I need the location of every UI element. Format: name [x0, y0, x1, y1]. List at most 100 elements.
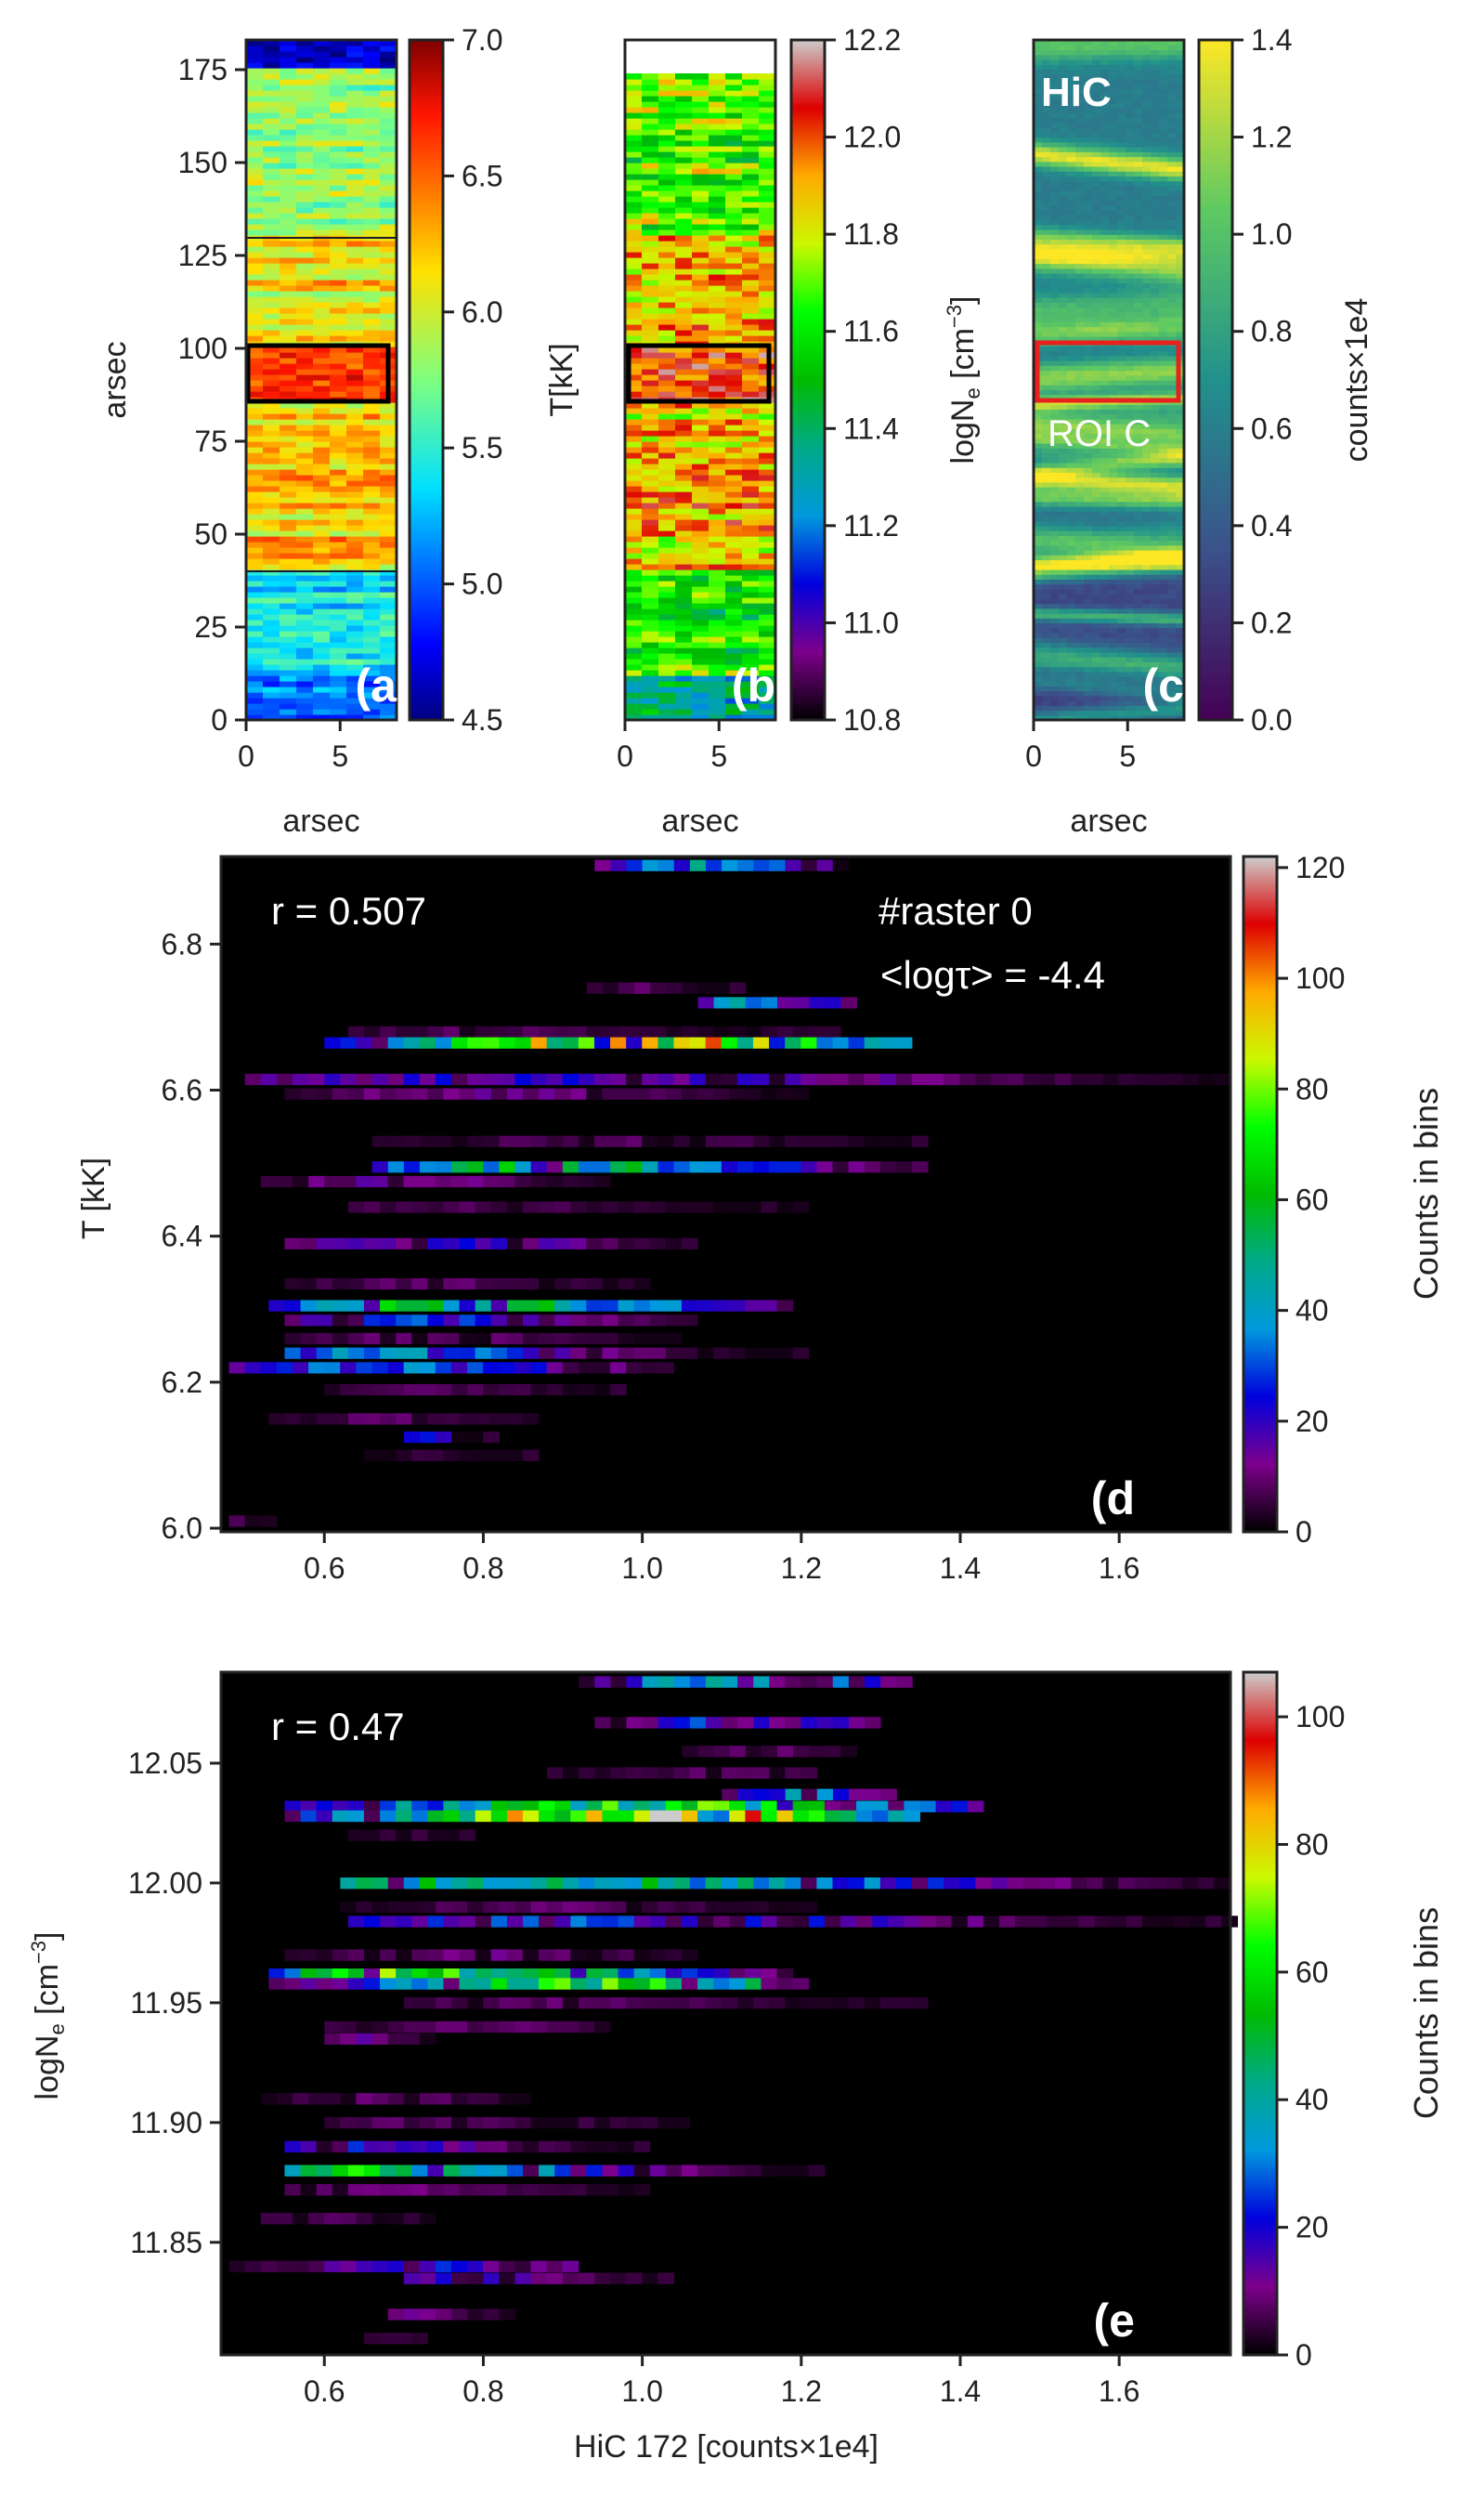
panel-a-pixel: [263, 386, 280, 392]
panel-c-pixel: [1126, 127, 1135, 133]
panel-b-pixel: [742, 302, 760, 308]
panel-c-pixel: [1050, 171, 1060, 177]
panel-c-pixel: [1034, 204, 1043, 211]
panel-c-pixel: [1151, 540, 1160, 546]
panel-c-pixel: [1034, 603, 1043, 609]
d-bin: [633, 1026, 651, 1038]
panel-c-pixel: [1050, 661, 1060, 668]
panel-c-pixel: [1117, 311, 1126, 318]
panel-a-pixel: [246, 698, 264, 704]
panel-a-pixel: [313, 603, 331, 609]
panel-a-pixel: [263, 241, 280, 247]
panel-b-pixel: [642, 653, 659, 660]
panel-b-pixel: [742, 413, 760, 420]
panel-c-pixel: [1042, 671, 1051, 677]
panel-a-pixel: [330, 257, 347, 264]
panel-a-pixel: [296, 503, 314, 509]
panel-c-pixel: [1117, 467, 1126, 473]
panel-b-pixel: [725, 402, 743, 409]
panel-a-pixel: [280, 458, 297, 464]
panel-c-pixel: [1176, 700, 1185, 706]
panel-c-pixel: [1167, 137, 1177, 143]
panel-a-pixel: [263, 497, 280, 504]
panel-c-pixel: [1109, 176, 1118, 182]
d-bin: [736, 1135, 754, 1147]
panel-a-pixel: [330, 285, 347, 292]
d-bin: [816, 1037, 833, 1049]
panel-b-pixel: [658, 241, 676, 247]
panel-b-pixel: [658, 642, 676, 648]
panel-c-pixel: [1176, 714, 1185, 721]
panel-a-pixel: [346, 625, 364, 632]
panel-c-pixel: [1084, 278, 1093, 284]
panel-b-pixel: [658, 202, 676, 208]
panel-b-pixel: [625, 296, 643, 303]
panel-c-pixel: [1034, 297, 1043, 303]
panel-c-pixel: [1134, 346, 1143, 352]
panel-c-pixel: [1067, 428, 1076, 435]
panel-c-pixel: [1092, 559, 1101, 566]
panel-b-pixel: [742, 464, 760, 470]
panel-a-pixel: [380, 85, 397, 91]
panel-a-pixel: [363, 135, 381, 141]
panel-b-pixel: [692, 358, 709, 364]
panel-b-pixel: [692, 597, 709, 604]
panel-c-pixel: [1159, 200, 1168, 206]
panel-b-pixel: [742, 207, 760, 214]
panel-c-pixel: [1176, 78, 1185, 85]
panel-a-pixel: [296, 207, 314, 214]
panel-c-pixel: [1084, 88, 1093, 95]
panel-a-pixel: [313, 268, 331, 275]
panel-a-pixel: [280, 57, 297, 63]
panel-c-pixel: [1117, 93, 1126, 99]
panel-c-pixel: [1109, 385, 1118, 391]
panel-c-pixel: [1151, 657, 1160, 662]
panel-c-pixel: [1042, 516, 1051, 522]
panel-c-pixel: [1134, 374, 1143, 381]
panel-c-pixel: [1109, 442, 1118, 449]
panel-a-pixel: [313, 653, 331, 660]
panel-c-pixel: [1084, 73, 1093, 80]
panel-b-pixel: [759, 101, 776, 108]
panel-b-pixel: [742, 480, 760, 487]
d-bin: [879, 1073, 897, 1086]
panel-b-pixel: [625, 229, 643, 236]
panel-b-pixel: [675, 525, 693, 531]
panel-a-pixel: [380, 174, 397, 180]
panel-c-pixel: [1142, 710, 1152, 716]
panel-b-pixel: [642, 101, 659, 108]
panel-c-pixel: [1042, 424, 1051, 429]
panel-c-pixel: [1134, 409, 1143, 415]
panel-c-pixel: [1159, 642, 1168, 648]
panel-c-pixel: [1167, 501, 1177, 507]
panel-c-pixel: [1059, 525, 1068, 531]
d-bin: [499, 1135, 516, 1147]
panel-b-pixel: [709, 285, 726, 292]
panel-a-pixel: [363, 85, 381, 91]
panel-c-pixel: [1109, 108, 1118, 114]
panel-c-pixel: [1092, 511, 1101, 517]
d-bin: [697, 982, 715, 994]
panel-b-pixel: [642, 124, 659, 130]
panel-c-pixel: [1075, 627, 1085, 634]
panel-c-pixel: [1151, 627, 1160, 634]
panel-c-pixel: [1067, 73, 1076, 80]
d-bin: [562, 1073, 579, 1086]
panel-c-pixel: [1151, 433, 1160, 439]
panel-c-pixel: [1159, 700, 1168, 706]
panel-a-pixel: [330, 586, 347, 593]
panel-c-pixel: [1050, 491, 1060, 498]
panel-a-pixel: [246, 319, 264, 325]
panel-c-pixel: [1142, 355, 1152, 361]
panel-c-pixel: [1050, 346, 1060, 352]
panel-a-pixel: [313, 168, 331, 175]
panel-c-pixel: [1159, 112, 1168, 119]
panel-c-pixel: [1100, 147, 1110, 152]
panel-c-pixel: [1067, 268, 1076, 274]
panel-c-pixel: [1117, 608, 1126, 614]
panel-c-pixel: [1100, 78, 1110, 85]
d-bin: [593, 1073, 611, 1086]
panel-a-pixel: [330, 536, 347, 543]
